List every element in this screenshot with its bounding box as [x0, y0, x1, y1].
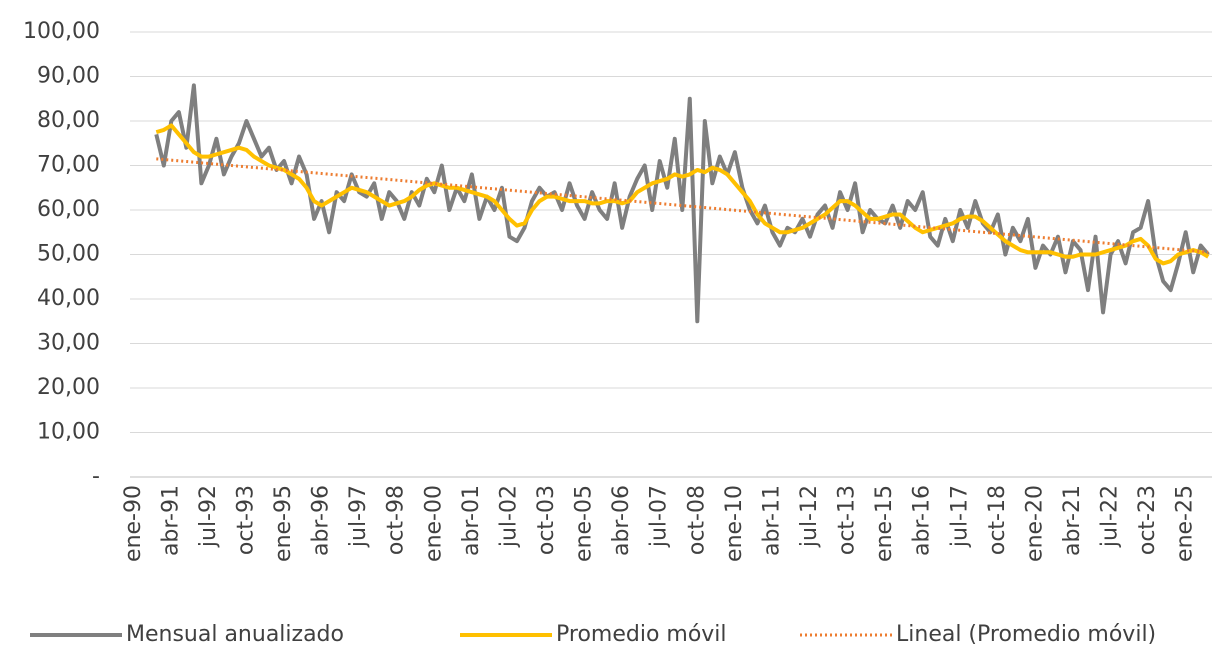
x-tick-label: abr-91 [158, 485, 183, 556]
legend-label: Promedio móvil [556, 622, 727, 647]
x-tick-label: ene-20 [1022, 485, 1047, 562]
x-tick-label: jul-07 [647, 485, 672, 548]
y-tick-label: 20,00 [37, 375, 100, 400]
x-tick-label: oct-08 [684, 485, 709, 555]
x-tick-label: jul-12 [797, 485, 822, 548]
y-tick-label: 60,00 [37, 197, 100, 222]
x-tick-label: ene-10 [722, 485, 747, 562]
x-tick-label: abr-16 [910, 485, 935, 556]
x-tick-label: ene-15 [872, 485, 897, 562]
y-tick-label: 10,00 [37, 420, 100, 445]
y-tick-label: 50,00 [37, 242, 100, 267]
y-tick-label: 80,00 [37, 108, 100, 133]
legend-label: Lineal (Promedio móvil) [896, 622, 1156, 647]
y-tick-label: 90,00 [37, 64, 100, 89]
x-tick-label: abr-01 [459, 485, 484, 556]
y-tick-label: - [92, 464, 100, 489]
x-tick-label: ene-95 [271, 485, 296, 562]
x-tick-label: ene-00 [421, 485, 446, 562]
x-tick-label: ene-25 [1173, 485, 1198, 562]
x-tick-label: jul-97 [346, 485, 371, 548]
y-tick-label: 70,00 [37, 153, 100, 178]
x-tick-label: oct-23 [1135, 485, 1160, 555]
x-tick-label: abr-96 [309, 485, 334, 556]
x-tick-label: abr-21 [1060, 485, 1085, 556]
y-tick-label: 30,00 [37, 331, 100, 356]
x-tick-label: abr-11 [759, 485, 784, 556]
x-tick-label: jul-02 [496, 485, 521, 548]
x-tick-label: oct-13 [835, 485, 860, 555]
x-tick-label: jul-22 [1098, 485, 1123, 548]
series-line [156, 157, 1209, 254]
x-tick-label: ene-05 [572, 485, 597, 562]
x-tick-label: oct-93 [233, 485, 258, 555]
y-tick-label: 40,00 [37, 286, 100, 311]
x-tick-label: ene-90 [121, 485, 146, 562]
series-line [155, 123, 1210, 266]
y-tick-label: 100,00 [23, 19, 100, 44]
legend-label: Mensual anualizado [126, 622, 344, 647]
x-tick-label: oct-03 [534, 485, 559, 555]
x-tick-label: jul-92 [196, 485, 221, 548]
x-tick-label: jul-17 [947, 485, 972, 548]
x-tick-label: oct-18 [985, 485, 1010, 555]
x-tick-label: oct-98 [384, 485, 409, 555]
x-tick-label: abr-06 [609, 485, 634, 556]
